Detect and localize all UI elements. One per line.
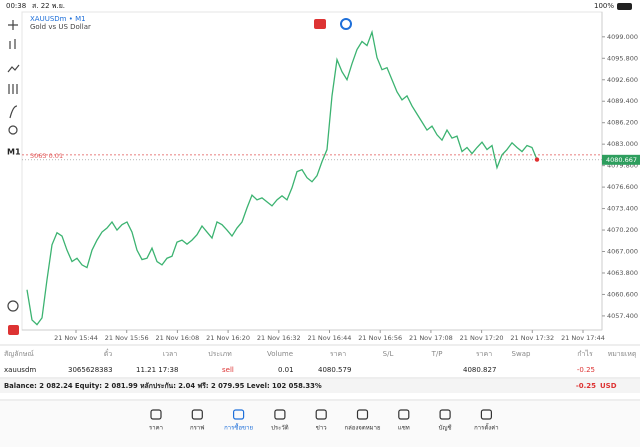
cell-symbol: xauusdm xyxy=(4,366,36,374)
shapes-tool[interactable] xyxy=(8,125,18,135)
y-tick-label: 4060.600 xyxy=(607,290,638,298)
balance-profit: -0.25 xyxy=(576,382,596,390)
table-header: S/L xyxy=(383,350,394,358)
y-tick-label: 4070.200 xyxy=(607,226,638,234)
y-tick-label: 4089.400 xyxy=(607,97,638,105)
nav-tab[interactable]: ราคา xyxy=(149,425,163,432)
x-tick-label: 21 Nov 16:56 xyxy=(358,334,402,342)
nav-icon[interactable] xyxy=(439,409,451,420)
nav-icon[interactable] xyxy=(315,409,327,420)
price-line xyxy=(26,29,538,326)
y-tick-label: 4063.800 xyxy=(607,269,638,277)
table-header: สัญลักษณ์ xyxy=(4,350,34,358)
cell-ticket: 3065628383 xyxy=(68,366,113,374)
x-tick-label: 21 Nov 17:08 xyxy=(409,334,453,342)
y-tick-label: 4086.200 xyxy=(607,119,638,127)
nav-tab[interactable]: กล่องจดหมาย xyxy=(344,425,380,432)
cell-profit: -0.25 xyxy=(577,366,595,374)
cell-price: 4080.827 xyxy=(463,366,496,374)
current-price-tag xyxy=(602,154,640,165)
symbol-title[interactable]: XAUUSDm • M1 xyxy=(30,15,86,23)
nav-tab[interactable]: ข่าว xyxy=(316,425,327,432)
x-tick-label: 21 Nov 16:08 xyxy=(155,334,199,342)
nav-tab[interactable]: การซื้อขาย xyxy=(224,422,253,432)
cell-time: 11.21 17:38 xyxy=(136,366,178,374)
one-click-icon[interactable] xyxy=(340,18,352,30)
nav-tab[interactable]: บัญชี xyxy=(439,424,452,432)
x-tick-label: 21 Nov 16:20 xyxy=(206,334,250,342)
indicators-tool[interactable] xyxy=(7,64,20,73)
y-tick-label: 4095.800 xyxy=(607,54,638,62)
cell-volume: 0.01 xyxy=(278,366,294,374)
table-header: ราคา xyxy=(476,350,492,358)
trade-button[interactable] xyxy=(314,19,326,29)
y-tick-label: 4099.000 xyxy=(607,33,638,41)
y-tick-label: 4057.400 xyxy=(607,312,638,320)
cell-open-price: 4080.579 xyxy=(318,366,351,374)
crosshair-tool[interactable] xyxy=(8,20,18,30)
balance-currency: USD xyxy=(600,382,617,390)
left-toolbar xyxy=(7,20,20,312)
balance-summary: Balance: 2 082.24 Equity: 2 081.99 หลักป… xyxy=(4,382,322,390)
table-header: ประเภท xyxy=(208,350,232,358)
cell-type: sell xyxy=(222,366,234,374)
battery-icon xyxy=(617,3,632,10)
y-tick-label: 4076.600 xyxy=(607,183,638,191)
timeframe-button[interactable]: M1 xyxy=(7,148,21,157)
nav-tab[interactable]: แชท xyxy=(398,425,410,432)
x-tick-label: 21 Nov 17:32 xyxy=(510,334,554,342)
current-price-label: 4080.667 xyxy=(606,156,637,164)
nav-icon[interactable] xyxy=(398,409,410,420)
last-price-dot xyxy=(534,157,540,162)
nav-icon[interactable] xyxy=(356,409,369,420)
order-line-label: 3063 0.01 xyxy=(30,152,63,160)
table-header: เวลา xyxy=(163,350,178,358)
x-tick-label: 21 Nov 16:32 xyxy=(257,334,301,342)
table-header: หมายเหตุ xyxy=(608,350,637,358)
battery-percent: 100% xyxy=(594,2,614,10)
x-tick-label: 21 Nov 17:20 xyxy=(460,334,504,342)
balance-bar xyxy=(0,379,640,393)
status-date: ส. 22 พ.ย. xyxy=(32,2,65,10)
table-header: Swap xyxy=(512,350,531,358)
y-tick-label: 4073.400 xyxy=(607,205,638,213)
chart-type-tool[interactable] xyxy=(9,39,16,49)
table-header: Volume xyxy=(267,350,293,358)
y-tick-label: 4092.600 xyxy=(607,76,638,84)
nav-tab[interactable]: ประวัติ xyxy=(271,425,289,432)
table-header: ตั๋ว xyxy=(104,349,113,358)
bottom-nav xyxy=(0,401,640,447)
x-tick-label: 21 Nov 15:44 xyxy=(54,334,98,342)
objects-tool[interactable] xyxy=(9,105,18,119)
quick-trade-icon[interactable] xyxy=(8,325,19,335)
x-tick-label: 21 Nov 17:44 xyxy=(561,334,605,342)
symbol-description: Gold vs US Dollar xyxy=(30,23,91,31)
table-header: ราคา xyxy=(330,350,346,358)
x-tick-label: 21 Nov 15:56 xyxy=(105,334,149,342)
x-tick-label: 21 Nov 16:44 xyxy=(308,334,352,342)
zoom-tool[interactable] xyxy=(7,300,19,312)
nav-icon[interactable] xyxy=(233,409,245,420)
status-time: 00:38 xyxy=(6,2,26,10)
table-header: T/P xyxy=(431,350,443,358)
nav-tab[interactable]: กราฟ xyxy=(190,425,204,432)
y-tick-label: 4079.800 xyxy=(607,162,638,170)
nav-tab[interactable]: การตั้งค่า xyxy=(474,422,498,432)
settings-tool[interactable] xyxy=(8,84,18,94)
nav-icon[interactable] xyxy=(191,409,203,420)
nav-icon[interactable] xyxy=(150,409,162,420)
y-tick-label: 4083.000 xyxy=(607,140,638,148)
table-header: กำไร xyxy=(577,349,593,358)
nav-icon[interactable] xyxy=(480,409,492,420)
nav-icon[interactable] xyxy=(274,409,286,420)
y-tick-label: 4067.000 xyxy=(607,248,638,256)
